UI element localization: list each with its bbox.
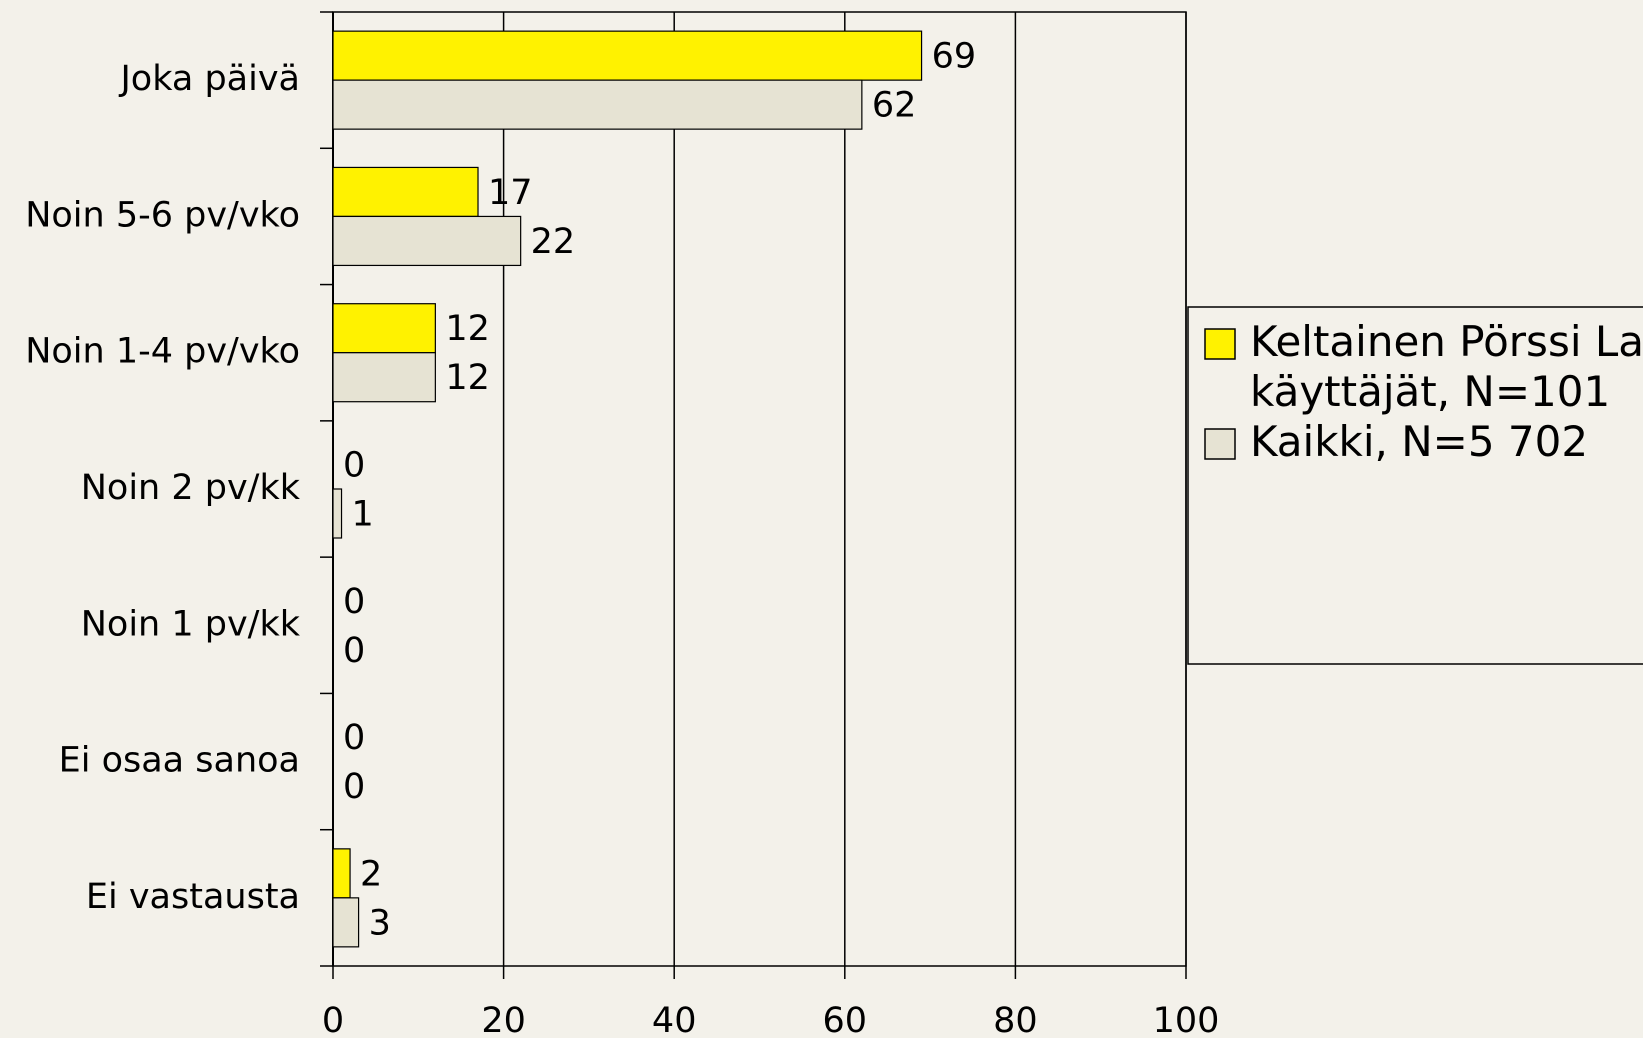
x-tick-label: 40 (652, 1001, 697, 1038)
value-label: 1 (352, 495, 374, 535)
y-tick-label: Joka päivä (118, 59, 300, 99)
x-tick-label: 0 (322, 1001, 344, 1038)
bar (332, 166, 479, 218)
value-label: 2 (360, 854, 382, 894)
x-tick-label: 100 (1153, 1001, 1220, 1038)
value-label: 62 (872, 86, 917, 126)
legend-swatch (1204, 328, 1236, 360)
bar (332, 215, 522, 267)
y-tick-label: Ei vastausta (86, 877, 300, 917)
value-label: 3 (369, 903, 391, 943)
value-label: 0 (343, 767, 365, 807)
plot-area (332, 11, 1187, 967)
legend-swatch (1204, 428, 1236, 460)
value-label: 69 (932, 37, 977, 77)
bar (332, 352, 436, 403)
legend-label: Kaikki, N=5 702 (1250, 417, 1588, 466)
bar (332, 848, 351, 899)
y-tick-label: Noin 1 pv/kk (81, 604, 301, 644)
value-label: 12 (445, 309, 490, 349)
y-tick-label: Noin 5-6 pv/vko (25, 195, 300, 235)
value-label: 0 (343, 446, 365, 486)
bar (332, 897, 360, 948)
x-tick-label: 80 (993, 1001, 1038, 1038)
bar (332, 79, 863, 130)
bar (332, 30, 923, 81)
bar (332, 488, 343, 539)
value-label: 0 (343, 582, 365, 622)
value-label: 12 (445, 358, 490, 398)
value-label: 17 (488, 173, 533, 213)
bar (332, 303, 436, 354)
legend-label: Keltainen Pörssi Lapset käyttäjät, N=101 (1250, 317, 1643, 416)
y-tick-label: Noin 1-4 pv/vko (25, 332, 300, 372)
x-tick-label: 60 (823, 1001, 868, 1038)
y-tick-label: Noin 2 pv/kk (81, 468, 301, 508)
value-label: 0 (343, 631, 365, 671)
y-tick-label: Ei osaa sanoa (59, 741, 300, 781)
value-label: 22 (531, 222, 576, 262)
x-tick-label: 20 (481, 1001, 526, 1038)
legend-box (1187, 306, 1643, 665)
value-label: 0 (343, 718, 365, 758)
